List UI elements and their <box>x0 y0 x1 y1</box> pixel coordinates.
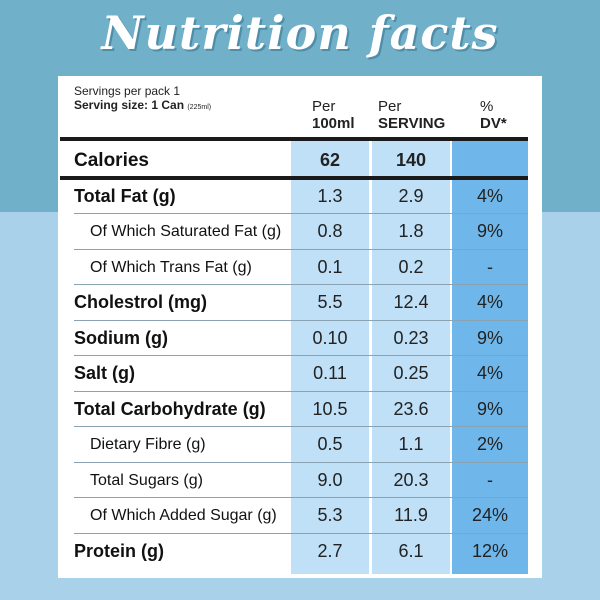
value-per-serving: 11.9 <box>394 505 428 525</box>
row-divider <box>74 284 528 285</box>
nutrient-name: Sodium (g) <box>74 327 168 348</box>
serving-size-note: (225ml) <box>187 104 212 111</box>
nutrient-name: Calories <box>74 150 149 171</box>
serving-size-label: Serving size: 1 Can <box>74 98 185 112</box>
nutrient-name: Total Fat (g) <box>74 185 176 206</box>
value-per-100ml: 0.10 <box>312 327 348 348</box>
value-per-serving: 12.4 <box>393 292 429 312</box>
table-row: Of Which Trans Fat (g) 0.1 0.2 - <box>60 249 528 284</box>
nutrient-name: Of Which Saturated Fat (g) <box>90 223 282 240</box>
table-row: Calories 62 140 <box>60 142 528 177</box>
table-row: Of Which Saturated Fat (g) 0.8 1.8 9% <box>60 213 528 248</box>
table-row: Of Which Added Sugar (g) 5.3 11.9 24% <box>60 497 528 532</box>
nutrient-name: Total Carbohydrate (g) <box>74 398 266 419</box>
header-per-100ml: Per 100ml <box>312 98 355 132</box>
value-daily-percent: 9% <box>476 398 503 419</box>
value-daily-percent: 9% <box>476 221 503 241</box>
value-per-100ml: 0.11 <box>313 363 347 383</box>
nutrient-name: Protein (g) <box>74 540 164 561</box>
value-daily-percent: 9% <box>476 327 503 348</box>
per-serving-column-bg <box>372 140 450 574</box>
value-per-serving: 6.1 <box>398 540 424 561</box>
header-divider <box>60 137 528 141</box>
value-per-100ml: 0.1 <box>317 256 343 277</box>
header-dv-line1: % <box>480 98 494 115</box>
table-row: Salt (g) 0.11 0.25 4% <box>60 355 528 390</box>
value-per-serving: 0.2 <box>398 256 424 277</box>
per100-column-bg <box>291 140 369 574</box>
value-per-serving: 23.6 <box>393 398 429 419</box>
value-per-100ml: 62 <box>319 150 341 170</box>
nutrient-name: Of Which Added Sugar (g) <box>90 507 277 524</box>
row-divider <box>74 390 528 392</box>
value-per-serving: 0.25 <box>393 363 429 383</box>
page-title: Nutrition facts <box>101 6 499 60</box>
table-row: Total Fat (g) 1.3 2.9 4% <box>60 178 528 213</box>
nutrient-name: Total Sugars (g) <box>90 471 203 489</box>
header-serving-line1: Per <box>378 98 402 115</box>
row-divider <box>74 355 528 356</box>
serving-size: Serving size: 1 Can (225ml) <box>74 98 211 115</box>
value-daily-percent: 4% <box>476 292 503 312</box>
value-per-100ml: 0.8 <box>317 221 343 241</box>
value-daily-percent: 4% <box>476 363 503 383</box>
value-per-serving: 0.23 <box>393 327 429 348</box>
value-per-100ml: 5.3 <box>317 505 343 525</box>
value-per-100ml: 5.5 <box>317 292 343 312</box>
row-divider <box>74 426 528 427</box>
value-daily-percent: - <box>487 256 493 277</box>
row-divider <box>74 319 528 321</box>
value-per-serving: 1.1 <box>398 434 424 454</box>
header-daily-value: % DV* <box>480 98 507 132</box>
value-per-serving: 1.8 <box>398 221 424 241</box>
value-per-100ml: 2.7 <box>317 540 343 561</box>
dv-column-bg <box>452 140 528 574</box>
header-per100-line2: 100ml <box>312 115 355 132</box>
table-row: Dietary Fibre (g) 0.5 1.1 2% <box>60 426 528 461</box>
servings-per-pack: Servings per pack 1 <box>74 84 181 98</box>
row-divider <box>74 461 528 463</box>
header-per-serving: Per SERVING <box>378 98 445 132</box>
table-row: Protein (g) 2.7 6.1 12% <box>60 533 528 568</box>
value-per-serving: 140 <box>395 150 427 170</box>
row-divider <box>74 248 528 250</box>
value-daily-percent: - <box>487 469 493 490</box>
value-daily-percent: 2% <box>476 434 503 454</box>
value-per-100ml: 1.3 <box>317 185 343 206</box>
nutrient-name: Dietary Fibre (g) <box>90 436 206 453</box>
value-per-100ml: 10.5 <box>312 398 348 419</box>
nutrient-name: Of Which Trans Fat (g) <box>90 258 252 276</box>
header-serving-line2: SERVING <box>378 115 446 132</box>
table-row: Sodium (g) 0.10 0.23 9% <box>60 320 528 355</box>
value-per-serving: 20.3 <box>393 469 429 490</box>
value-daily-percent: 4% <box>476 185 503 206</box>
value-per-100ml: 0.5 <box>317 434 343 454</box>
row-divider <box>74 497 528 498</box>
servings-info: Servings per pack 1 Serving size: 1 Can … <box>74 84 211 115</box>
nutrient-name: Salt (g) <box>74 363 135 383</box>
table-row: Total Carbohydrate (g) 10.5 23.6 9% <box>60 391 528 426</box>
value-per-serving: 2.9 <box>398 185 424 206</box>
header-dv-line2: DV* <box>480 115 507 132</box>
row-divider <box>74 532 528 534</box>
thick-divider <box>60 175 528 180</box>
header-per100-line1: Per <box>312 98 336 115</box>
table-row: Total Sugars (g) 9.0 20.3 - <box>60 462 528 497</box>
table-row: Cholestrol (mg) 5.5 12.4 4% <box>60 284 528 319</box>
value-daily-percent: 24% <box>471 505 509 525</box>
row-divider <box>74 213 528 214</box>
value-daily-percent: 12% <box>471 540 509 561</box>
nutrient-name: Cholestrol (mg) <box>74 292 207 312</box>
value-per-100ml: 9.0 <box>317 469 343 490</box>
